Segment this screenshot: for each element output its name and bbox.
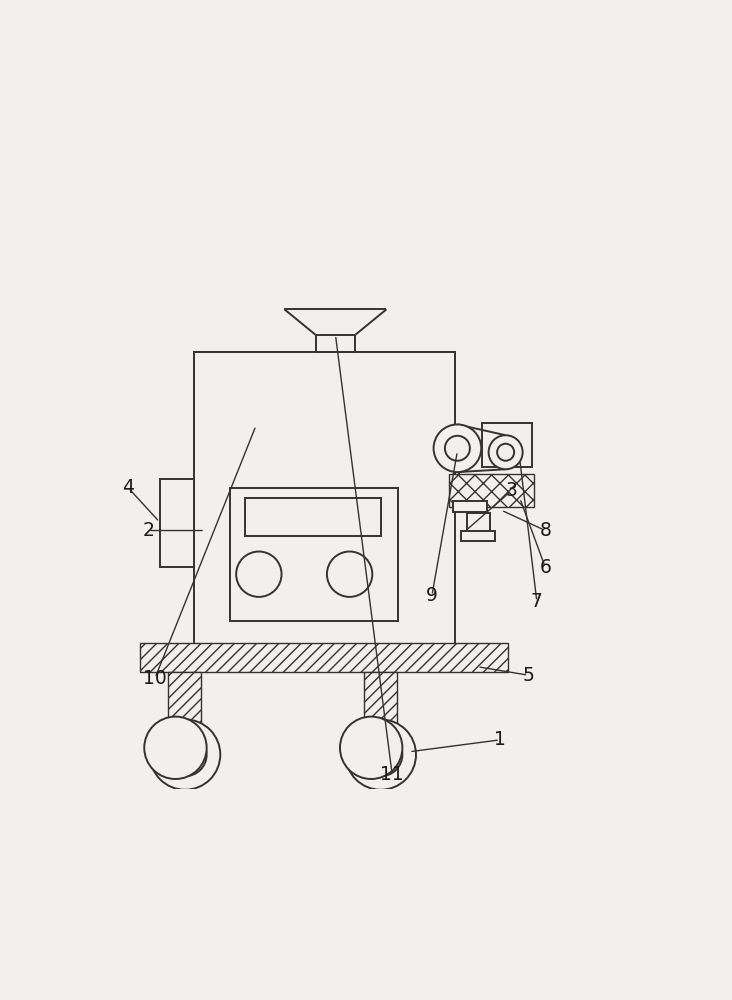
- Text: 10: 10: [143, 669, 167, 688]
- Bar: [461, 531, 496, 541]
- Circle shape: [445, 436, 470, 461]
- Bar: [231, 488, 398, 621]
- Circle shape: [359, 733, 403, 776]
- Bar: [140, 643, 509, 672]
- Circle shape: [340, 717, 403, 779]
- Text: 2: 2: [142, 521, 154, 540]
- Circle shape: [346, 719, 416, 790]
- Text: 9: 9: [426, 586, 438, 605]
- Bar: [160, 479, 194, 567]
- Bar: [364, 672, 397, 746]
- Circle shape: [163, 733, 206, 776]
- Bar: [453, 501, 488, 512]
- Circle shape: [433, 424, 481, 472]
- Text: 7: 7: [531, 592, 542, 611]
- Circle shape: [150, 719, 220, 790]
- Circle shape: [144, 717, 206, 779]
- Bar: [168, 672, 201, 746]
- Text: 1: 1: [494, 730, 506, 749]
- Text: 4: 4: [122, 478, 135, 497]
- Text: 5: 5: [523, 666, 534, 685]
- Bar: [193, 352, 455, 647]
- Bar: [244, 498, 381, 536]
- Circle shape: [497, 444, 514, 461]
- Bar: [482, 423, 531, 467]
- Circle shape: [489, 435, 523, 469]
- Text: 11: 11: [381, 765, 404, 784]
- Text: 8: 8: [539, 521, 551, 540]
- Text: 6: 6: [539, 558, 551, 577]
- Bar: [467, 513, 490, 534]
- Bar: [449, 474, 534, 507]
- Circle shape: [236, 552, 282, 597]
- Circle shape: [327, 552, 373, 597]
- Text: 3: 3: [505, 481, 518, 500]
- Bar: [193, 352, 455, 471]
